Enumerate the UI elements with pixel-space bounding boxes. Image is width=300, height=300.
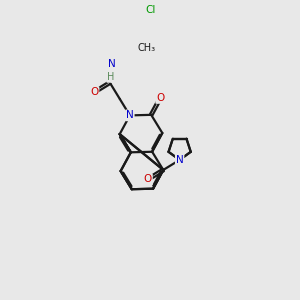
Text: O: O [156,93,164,103]
Text: CH₃: CH₃ [137,43,155,53]
Text: H: H [107,72,115,82]
Text: N: N [176,155,184,165]
Text: O: O [90,87,98,97]
Text: N: N [108,58,116,69]
Text: O: O [144,174,152,184]
Text: Cl: Cl [146,4,156,15]
Text: N: N [126,110,134,120]
